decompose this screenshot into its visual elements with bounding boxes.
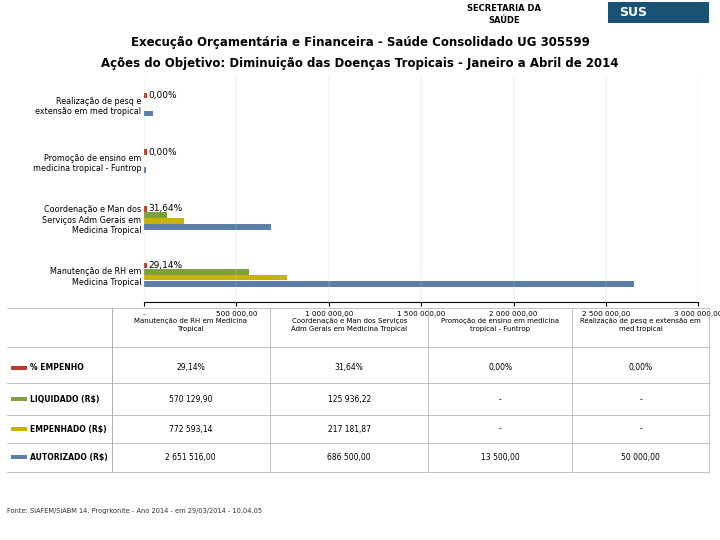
Text: 31,64%: 31,64% (148, 204, 183, 213)
Text: AUTORIZADO (R$): AUTORIZADO (R$) (30, 453, 108, 462)
Bar (144, 262, 148, 268)
Text: -: - (639, 395, 642, 404)
Text: 0,00%: 0,00% (148, 91, 177, 100)
Text: Ações do Objetivo: Diminuição das Doenças Tropicais - Janeiro a Abril de 2014: Ações do Objetivo: Diminuição das Doença… (102, 57, 618, 70)
Text: Fonte: SIAFEM/SIABM 14. Progrkonite - Ano 2014 - em 29/03/2014 - 10.04.05: Fonte: SIAFEM/SIABM 14. Progrkonite - An… (7, 508, 262, 514)
Text: 570 129,90: 570 129,90 (169, 395, 212, 404)
Bar (144, 275, 287, 280)
Bar (144, 111, 153, 117)
Bar (144, 92, 148, 98)
Text: Promoção de ensino em medicina
tropical - Funtrop: Promoção de ensino em medicina tropical … (441, 318, 559, 332)
Text: Realização de pesq e extensão em
med tropical: Realização de pesq e extensão em med tro… (580, 318, 701, 332)
Text: SECRETARIA DA: SECRETARIA DA (467, 4, 541, 12)
Text: EMPENHADO (R$): EMPENHADO (R$) (30, 424, 107, 434)
Bar (144, 212, 167, 218)
Text: 50 000,00: 50 000,00 (621, 453, 660, 462)
Text: 0,00%: 0,00% (629, 363, 653, 372)
Bar (11, 427, 27, 431)
Bar (11, 366, 27, 370)
Text: 13 500,00: 13 500,00 (481, 453, 520, 462)
Bar (144, 281, 634, 287)
Text: SUS: SUS (620, 6, 647, 19)
Text: 772 593,14: 772 593,14 (169, 424, 212, 434)
Text: -: - (639, 424, 642, 434)
Text: -: - (499, 395, 502, 404)
Text: LIQUIDADO (R$): LIQUIDADO (R$) (30, 395, 99, 404)
FancyBboxPatch shape (608, 2, 709, 23)
Bar (144, 269, 249, 275)
Text: -: - (499, 424, 502, 434)
Text: 2 651 516,00: 2 651 516,00 (166, 453, 216, 462)
Text: % EMPENHO: % EMPENHO (30, 363, 84, 372)
Bar (144, 224, 271, 230)
Text: 686 500,00: 686 500,00 (328, 453, 371, 462)
Text: Coordenação e Man dos Serviços
Adm Gerais em Medicina Tropical: Coordenação e Man dos Serviços Adm Gerai… (291, 318, 408, 332)
Text: 29,14%: 29,14% (176, 363, 205, 372)
Bar (144, 218, 184, 224)
Bar (144, 149, 148, 155)
Text: 0,00%: 0,00% (488, 363, 513, 372)
Text: Execução Orçamentária e Financeira - Saúde Consolidado UG 305599: Execução Orçamentária e Financeira - Saú… (130, 36, 590, 49)
Text: 29,14%: 29,14% (148, 261, 183, 270)
Text: 31,64%: 31,64% (335, 363, 364, 372)
Bar (144, 167, 146, 173)
Text: Manutenção de RH em Medicina
Tropical: Manutenção de RH em Medicina Tropical (135, 318, 247, 332)
Bar (144, 206, 148, 212)
Bar (11, 455, 27, 459)
Text: 217 181,87: 217 181,87 (328, 424, 371, 434)
Bar (11, 397, 27, 401)
Text: SAÚDE: SAÚDE (488, 16, 520, 25)
Text: 0,00%: 0,00% (148, 147, 177, 157)
Text: 125 936,22: 125 936,22 (328, 395, 371, 404)
